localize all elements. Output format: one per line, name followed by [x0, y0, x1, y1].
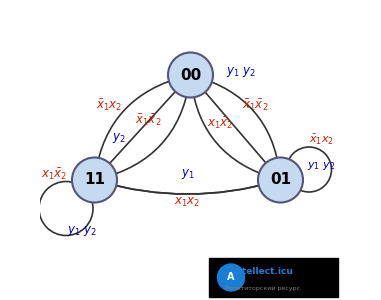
Text: $\bar{x}_1 x_2$: $\bar{x}_1 x_2$ [309, 133, 333, 146]
Text: A: A [227, 272, 235, 283]
Text: $x_1\bar{x}_2$: $x_1\bar{x}_2$ [174, 193, 201, 209]
Text: $\bar{x}_1\bar{x}_2$: $\bar{x}_1\bar{x}_2$ [135, 112, 162, 128]
Text: $y_2$: $y_2$ [112, 131, 125, 145]
Text: $y_1\ y_2$: $y_1\ y_2$ [307, 160, 335, 172]
Text: 01: 01 [270, 172, 291, 188]
Text: $x_1\bar{x}_2$: $x_1\bar{x}_2$ [207, 115, 234, 131]
Text: $x_1\bar{x}_2$: $x_1\bar{x}_2$ [41, 166, 67, 182]
Text: 00: 00 [180, 68, 201, 82]
FancyBboxPatch shape [208, 258, 338, 297]
Circle shape [72, 158, 117, 202]
Text: Intellect.icu: Intellect.icu [232, 267, 293, 276]
Text: $y_1$: $y_1$ [181, 167, 194, 181]
Circle shape [168, 52, 213, 98]
Circle shape [218, 264, 245, 291]
Text: 11: 11 [84, 172, 105, 188]
Text: $y_1\ y_2$: $y_1\ y_2$ [226, 65, 256, 79]
Circle shape [258, 158, 303, 202]
Text: Репетиторский ресурс: Репетиторский ресурс [225, 286, 300, 291]
Text: $\bar{x}_1\bar{x}_2$: $\bar{x}_1\bar{x}_2$ [242, 97, 268, 113]
Text: $y_1\ y_2$: $y_1\ y_2$ [67, 224, 98, 238]
Text: $\bar{x}_1 x_2$: $\bar{x}_1 x_2$ [96, 97, 123, 113]
